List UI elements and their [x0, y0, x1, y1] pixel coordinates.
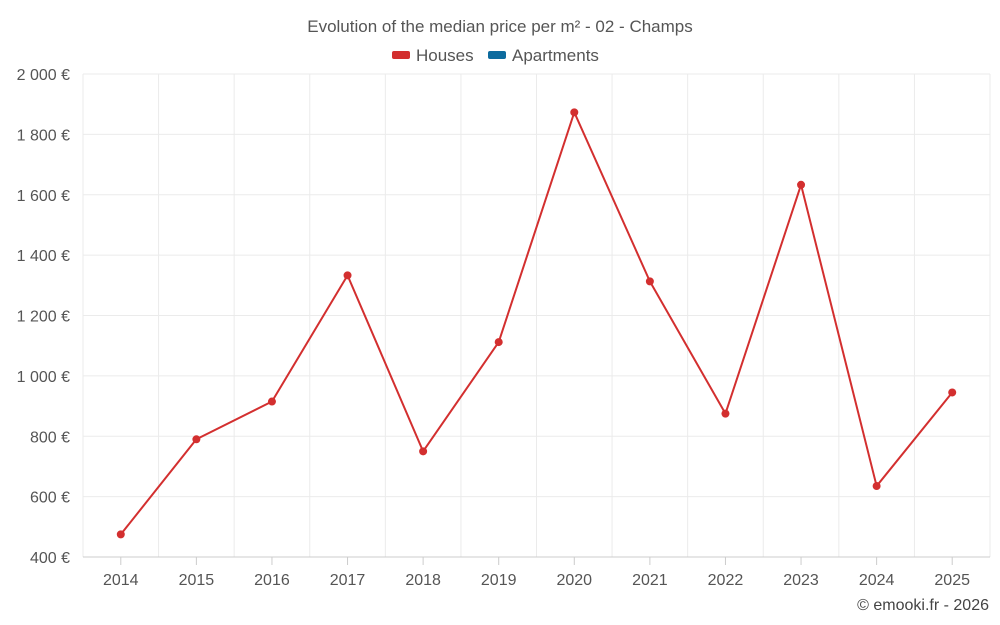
- legend: Houses Apartments: [392, 46, 599, 65]
- data-point[interactable]: [948, 388, 957, 397]
- x-tick-label: 2018: [405, 572, 441, 589]
- data-point[interactable]: [872, 482, 881, 491]
- y-tick-label: 400 €: [30, 550, 70, 567]
- y-tick-label: 1 600 €: [17, 188, 70, 205]
- x-tick-label: 2016: [254, 572, 290, 589]
- y-tick-label: 1 400 €: [17, 248, 70, 265]
- x-tick-label: 2024: [859, 572, 895, 589]
- data-point[interactable]: [192, 435, 201, 444]
- grid: [82, 73, 991, 557]
- y-tick-label: 2 000 €: [17, 67, 70, 84]
- x-tick-label: 2017: [330, 572, 366, 589]
- data-point[interactable]: [494, 338, 503, 347]
- legend-swatch-houses: [392, 51, 410, 59]
- y-tick-label: 800 €: [30, 429, 70, 446]
- legend-label-houses: Houses: [416, 46, 474, 65]
- y-axis: 400 € 600 € 800 € 1 000 € 1 200 € 1 400 € 1 60…: [17, 67, 70, 567]
- y-tick-label: 1 000 €: [17, 369, 70, 386]
- x-tick-label: 2025: [934, 572, 970, 589]
- chart-credit: © emooki.fr - 2026: [857, 597, 989, 614]
- x-tick-label: 2023: [783, 572, 819, 589]
- x-tick-label: 2014: [103, 572, 139, 589]
- legend-label-apartments: Apartments: [512, 46, 599, 65]
- x-tick-label: 2020: [556, 572, 592, 589]
- legend-item-apartments[interactable]: Apartments: [488, 46, 599, 65]
- data-point[interactable]: [343, 271, 352, 280]
- series-line-houses: [120, 111, 953, 535]
- x-axis: 2014 2015 2016 2017 2018 2019 2020 2021 2022 2023…: [83, 556, 990, 589]
- data-point[interactable]: [797, 180, 806, 189]
- data-point[interactable]: [267, 397, 276, 406]
- legend-swatch-apartments: [488, 51, 506, 59]
- legend-item-houses[interactable]: Houses: [392, 46, 474, 65]
- y-tick-label: 1 800 €: [17, 127, 70, 144]
- chart-title: Evolution of the median price per m² - 0…: [307, 17, 693, 36]
- x-tick-label: 2015: [179, 572, 215, 589]
- y-tick-label: 1 200 €: [17, 309, 70, 326]
- x-tick-label: 2021: [632, 572, 668, 589]
- data-point[interactable]: [419, 447, 428, 456]
- y-tick-label: 600 €: [30, 490, 70, 507]
- data-point[interactable]: [116, 530, 125, 539]
- data-point[interactable]: [721, 409, 730, 418]
- data-point[interactable]: [570, 108, 579, 117]
- x-tick-label: 2022: [708, 572, 744, 589]
- series-houses: [116, 108, 957, 539]
- x-tick-label: 2019: [481, 572, 517, 589]
- data-point[interactable]: [645, 277, 654, 286]
